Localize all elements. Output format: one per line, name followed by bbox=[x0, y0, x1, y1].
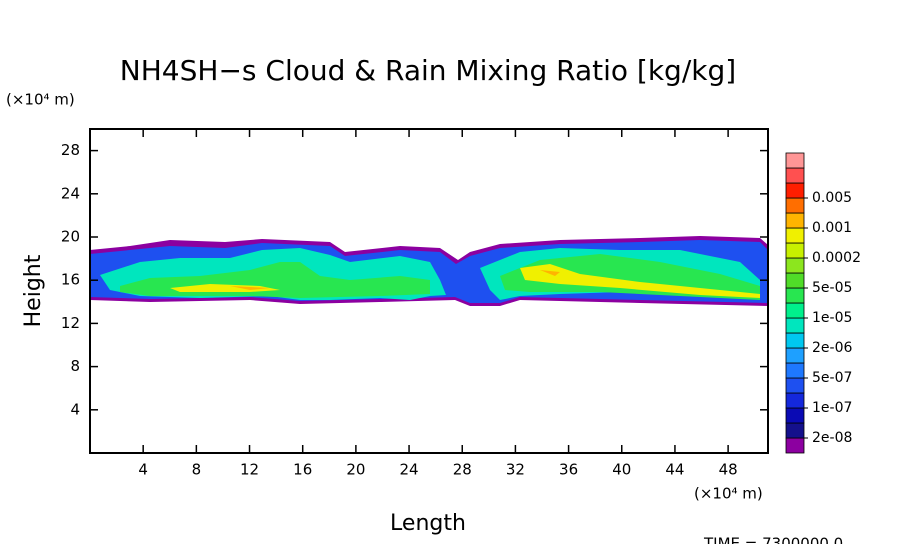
colorbar-label: 0.001 bbox=[812, 220, 852, 236]
colorbar-swatch bbox=[785, 287, 805, 304]
colorbar-label: 2e-08 bbox=[812, 430, 852, 446]
colorbar-swatch bbox=[785, 167, 805, 184]
cloud-field bbox=[90, 236, 768, 306]
y-tick-label: 8 bbox=[70, 357, 80, 375]
colorbar-swatch bbox=[785, 242, 805, 259]
y-tick-label: 12 bbox=[61, 314, 80, 332]
y-unit: (×10⁴ m) bbox=[6, 91, 75, 109]
y-axis-label: Height bbox=[21, 254, 46, 327]
colorbar-swatch bbox=[785, 257, 805, 274]
colorbar-label: 1e-05 bbox=[812, 310, 852, 326]
y-tick-label: 20 bbox=[61, 228, 80, 246]
colorbar-swatch bbox=[785, 152, 805, 169]
colorbar-swatch bbox=[785, 197, 805, 214]
x-tick-label: 48 bbox=[719, 461, 738, 479]
colorbar-swatch bbox=[785, 407, 805, 424]
colorbar-label: 2e-06 bbox=[812, 340, 852, 356]
chart-title: NH4SH−s Cloud & Rain Mixing Ratio [kg/kg… bbox=[120, 54, 736, 87]
colorbar-swatch bbox=[785, 302, 805, 319]
colorbar-label: 0.005 bbox=[812, 190, 852, 206]
y-tick-label: 24 bbox=[61, 184, 80, 202]
x-tick-label: 4 bbox=[138, 461, 148, 479]
x-tick-label: 20 bbox=[346, 461, 365, 479]
colorbar-swatch bbox=[785, 362, 805, 379]
x-tick-label: 24 bbox=[400, 461, 419, 479]
x-tick-label: 36 bbox=[559, 461, 578, 479]
x-tick-label: 32 bbox=[506, 461, 525, 479]
colorbar-label: 5e-07 bbox=[812, 370, 852, 386]
colorbar-swatch bbox=[785, 182, 805, 199]
colorbar-swatch bbox=[785, 377, 805, 394]
x-tick-label: 44 bbox=[665, 461, 684, 479]
colorbar-swatch bbox=[785, 227, 805, 244]
colorbar-label: 0.0002 bbox=[812, 250, 861, 266]
colorbar-swatch bbox=[785, 332, 805, 349]
x-tick-label: 16 bbox=[293, 461, 312, 479]
y-tick-label: 4 bbox=[70, 400, 80, 418]
colorbar-swatch bbox=[785, 317, 805, 334]
x-tick-label: 40 bbox=[612, 461, 631, 479]
colorbar-swatch bbox=[785, 422, 805, 439]
time-label: TIME = 7300000.0 bbox=[703, 535, 843, 544]
colorbar-swatch bbox=[785, 347, 805, 364]
plot-frame bbox=[89, 128, 769, 454]
colorbar-swatch bbox=[785, 437, 805, 454]
colorbar-swatch bbox=[785, 212, 805, 229]
colorbar-label: 5e-05 bbox=[812, 280, 852, 296]
x-tick-label: 8 bbox=[192, 461, 202, 479]
colorbar-swatch bbox=[785, 392, 805, 409]
x-tick-label: 28 bbox=[453, 461, 472, 479]
x-tick-label: 12 bbox=[240, 461, 259, 479]
colorbar-swatch bbox=[785, 272, 805, 289]
x-unit: (×10⁴ m) bbox=[694, 485, 763, 503]
x-axis-label: Length bbox=[390, 511, 466, 536]
y-tick-label: 16 bbox=[61, 271, 80, 289]
y-tick-label: 28 bbox=[61, 141, 80, 159]
colorbar-label: 1e-07 bbox=[812, 400, 852, 416]
